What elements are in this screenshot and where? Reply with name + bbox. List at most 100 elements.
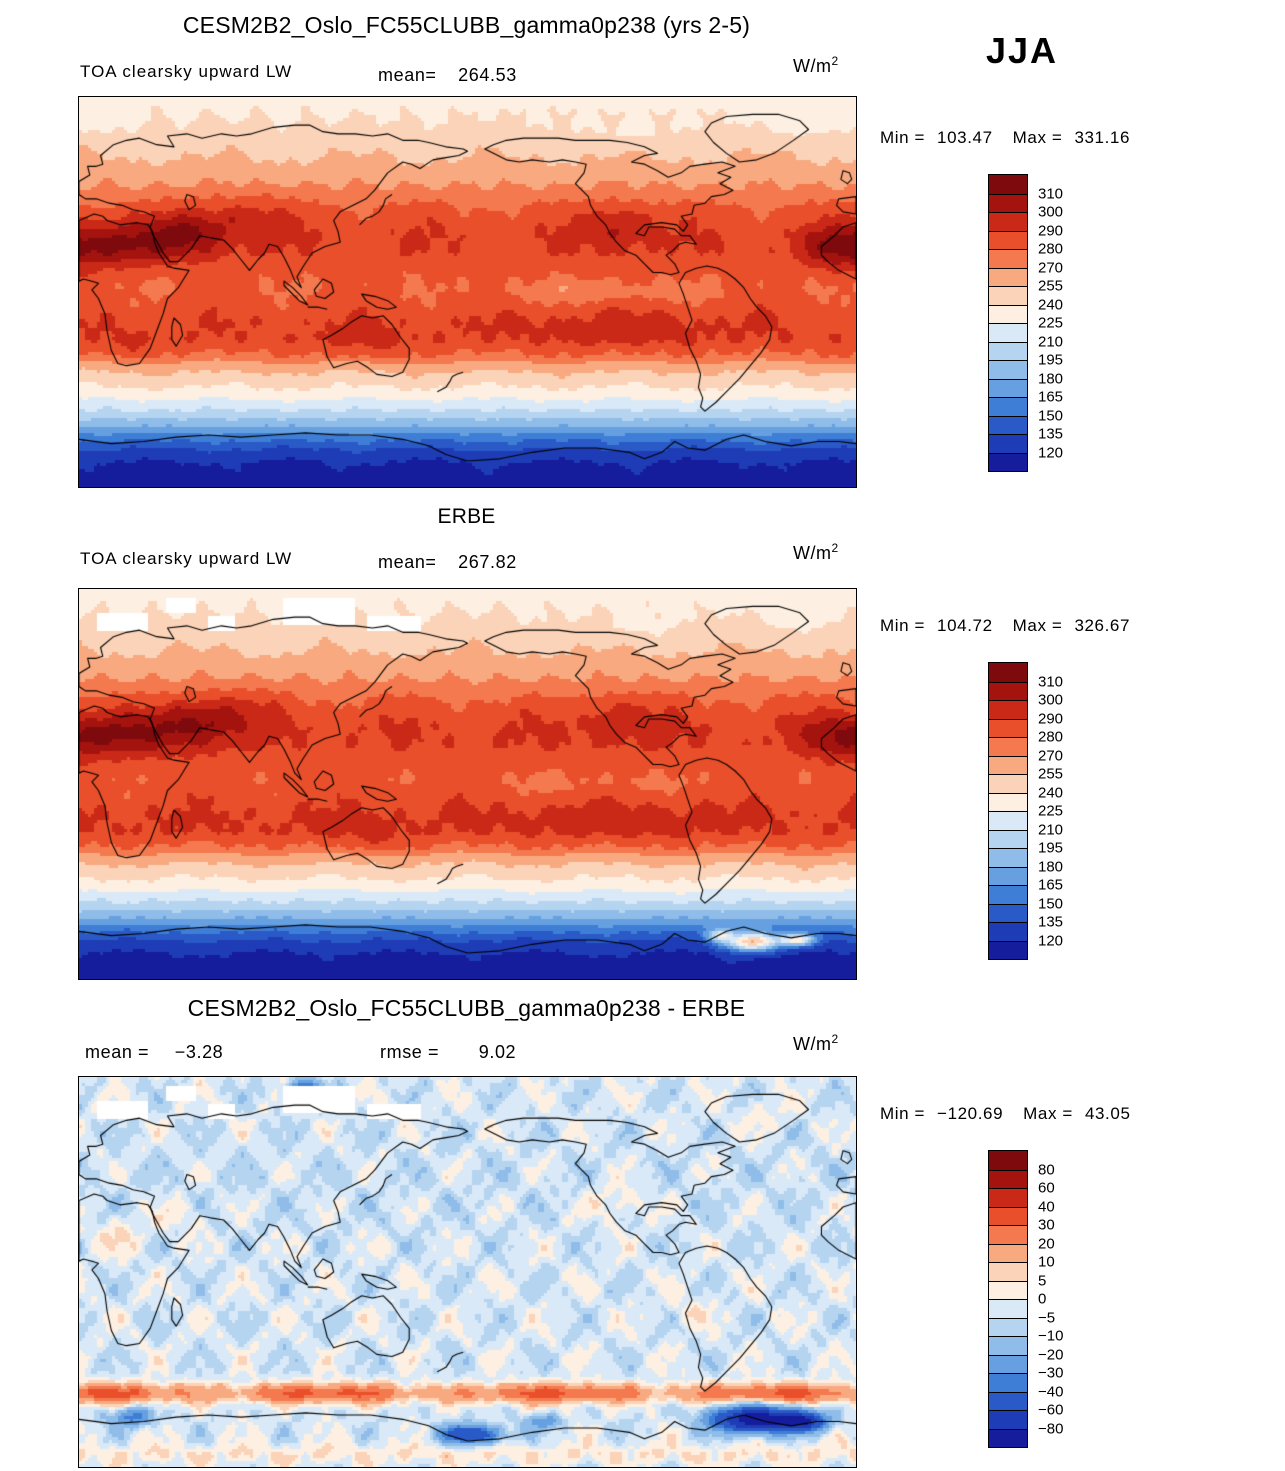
colorbar-tick-label: 240 [1038,784,1064,801]
colorbar-tick-label: 180 [1038,370,1064,387]
colorbar-tick-label: 10 [1038,1253,1055,1271]
units-model: W/m2 [793,54,839,77]
colorbar-cell [989,212,1027,231]
minmax-diff: Min = −120.69 Max = 43.05 [880,1104,1131,1124]
units-exp-diff: 2 [831,1032,839,1046]
field-label-erbe: TOA clearsky upward LW [80,549,293,568]
mean-label-diff: mean = [85,1042,150,1062]
colorbar-tick-label: 280 [1038,240,1064,258]
max-value-erbe: 326.67 [1074,616,1131,635]
colorbar-cell [989,1336,1027,1355]
colorbar-cell [989,885,1027,904]
colorbar-tick-label: −5 [1038,1309,1056,1326]
rmse-label-diff: rmse = [380,1042,440,1062]
colorbar-cell [989,286,1027,305]
min-value-erbe: 104.72 [937,616,993,635]
units-erbe: W/m2 [793,541,839,564]
colorbar-model: 310 300 290 280 270 255 240 225 210 195 180 165 150 1… [988,174,1128,472]
max-value-diff: 43.05 [1084,1104,1131,1123]
colorbar-cell [989,415,1027,434]
colorbar-cell [989,718,1027,737]
colorbar-cell [989,792,1027,811]
panel-erbe-title: ERBE [437,505,496,528]
colorbar-tick-label: 30 [1038,1216,1055,1234]
colorbar-tick-label: −60 [1038,1401,1064,1419]
colorbar-tick-label: 40 [1038,1198,1055,1215]
mean-value-erbe: 267.82 [458,552,517,572]
colorbar-cell [989,1225,1027,1244]
colorbar-tick-label: 165 [1038,388,1064,406]
mean-label-model: mean= [378,65,437,85]
map-canvas-model [78,96,857,488]
minmax-model: Min = 103.47 Max = 331.16 [880,128,1130,148]
colorbar-tick-label: 210 [1038,821,1064,838]
colorbar-tick-label: 290 [1038,222,1064,239]
min-value-model: 103.47 [937,128,993,147]
colorbar-cell [989,1354,1027,1373]
min-label-erbe: Min = [880,616,926,635]
mean-label-erbe: mean= [378,552,437,572]
rmse-row-diff: rmse = 9.02 [380,1042,516,1063]
colorbar-cell [989,774,1027,793]
colorbar-cell [989,193,1027,212]
mean-row-diff: mean = −3.28 [85,1042,223,1063]
colorbar-tick-label: 135 [1038,913,1064,931]
units-exp-model: 2 [831,54,839,68]
colorbar-tick-label: 150 [1038,407,1064,424]
colorbar-tick-label: 180 [1038,858,1064,875]
colorbar-tick-label: 255 [1038,765,1064,783]
colorbar-tick-label: 300 [1038,691,1064,709]
colorbar-tick-label: 195 [1038,351,1064,369]
colorbar-cell [989,1206,1027,1225]
colorbar-tick-label: 195 [1038,839,1064,857]
colorbar-tick-label: 270 [1038,259,1064,276]
colorbar-cell [989,940,1027,959]
colorbar-tick-label: 255 [1038,277,1064,295]
colorbar-diff: 80 60 40 30 20 10 5 0 −5 −10 −20 −30 −40 −60 −80 [988,1150,1128,1448]
colorbar-cell [989,378,1027,397]
units-diff: W/m2 [793,1032,839,1055]
colorbar-cell [989,811,1027,830]
colorbar-tick-label: 290 [1038,710,1064,727]
colorbar-cell [989,452,1027,471]
colorbar-tick-label: 60 [1038,1179,1055,1197]
panel-diff-title: CESM2B2_Oslo_FC55CLUBB_gamma0p238 - ERBE [187,995,746,1021]
max-label-diff: Max = [1023,1104,1073,1123]
colorbar-cell [989,249,1027,268]
min-value-diff: −120.69 [937,1104,1004,1123]
mean-value-diff: −3.28 [174,1042,224,1062]
colorbar-tick-label: −30 [1038,1364,1064,1382]
colorbar-tick-label: 135 [1038,425,1064,443]
colorbar-tick-label: 210 [1038,333,1064,350]
colorbar-tick-label: 5 [1038,1272,1047,1289]
season-label: JJA [985,30,1059,71]
units-base-erbe: W/m [793,543,832,563]
colorbar-cell [989,1410,1027,1429]
colorbar-cell [989,1280,1027,1299]
max-label-model: Max = [1012,128,1063,147]
units-exp-erbe: 2 [831,541,839,555]
colorbar-cell [989,267,1027,286]
field-label-model: TOA clearsky upward LW [80,62,293,81]
colorbar-tick-label: −80 [1038,1420,1064,1437]
colorbar-tick-label: 0 [1038,1290,1047,1308]
colorbar-cell [989,360,1027,379]
mean-row-model: mean= 264.53 [378,65,517,86]
colorbar-tick-label: 80 [1038,1161,1055,1178]
colorbar-cell [989,1169,1027,1188]
colorbar-cell [989,663,1027,682]
minmax-erbe: Min = 104.72 Max = 326.67 [880,616,1130,636]
colorbar-tick-label: 300 [1038,203,1064,221]
colorbar-cell [989,1299,1027,1318]
colorbar-cell [989,323,1027,342]
colorbar-cell [989,1151,1027,1170]
colorbar-cell [989,341,1027,360]
colorbar-tick-label: 240 [1038,296,1064,313]
colorbar-cell [989,829,1027,848]
colorbar-tick-label: 280 [1038,728,1064,746]
colorbar-cell [989,848,1027,867]
panel-model-title: CESM2B2_Oslo_FC55CLUBB_gamma0p238 (yrs 2… [182,12,751,38]
colorbar-cell [989,866,1027,885]
min-label-model: Min = [880,128,926,147]
